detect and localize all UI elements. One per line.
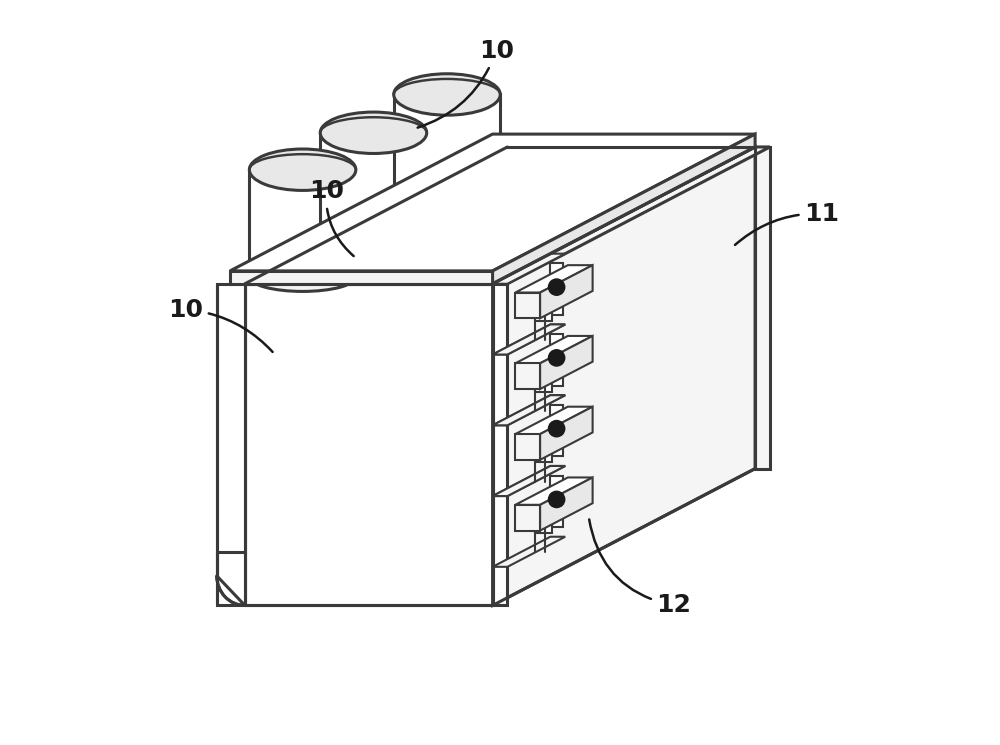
Ellipse shape <box>249 262 356 291</box>
Polygon shape <box>493 395 565 425</box>
Polygon shape <box>515 293 540 318</box>
Polygon shape <box>493 536 565 567</box>
Polygon shape <box>535 378 552 392</box>
Polygon shape <box>755 147 770 469</box>
Polygon shape <box>493 134 755 284</box>
Text: 11: 11 <box>735 201 839 245</box>
Polygon shape <box>394 95 500 202</box>
Polygon shape <box>230 134 755 271</box>
Polygon shape <box>493 395 565 425</box>
Polygon shape <box>550 475 563 527</box>
Polygon shape <box>540 407 593 460</box>
Polygon shape <box>540 478 593 530</box>
Text: 10: 10 <box>168 298 273 352</box>
Polygon shape <box>493 253 565 284</box>
Polygon shape <box>540 336 593 389</box>
Ellipse shape <box>320 112 427 153</box>
Polygon shape <box>493 147 755 606</box>
Circle shape <box>548 491 565 507</box>
Polygon shape <box>535 520 552 533</box>
Polygon shape <box>493 284 507 606</box>
Polygon shape <box>550 263 563 315</box>
Ellipse shape <box>320 226 427 255</box>
Polygon shape <box>245 147 755 284</box>
Text: 12: 12 <box>589 519 691 618</box>
Text: 10: 10 <box>309 180 354 256</box>
Polygon shape <box>245 284 493 606</box>
Polygon shape <box>515 407 593 434</box>
Circle shape <box>548 349 565 366</box>
Polygon shape <box>249 170 356 277</box>
Polygon shape <box>535 449 552 463</box>
Polygon shape <box>550 334 563 386</box>
Circle shape <box>548 279 565 295</box>
Polygon shape <box>493 147 770 284</box>
Ellipse shape <box>394 74 500 115</box>
Polygon shape <box>535 308 552 321</box>
Polygon shape <box>515 505 540 530</box>
Polygon shape <box>217 284 245 606</box>
Text: 10: 10 <box>418 39 514 127</box>
Polygon shape <box>515 434 540 460</box>
Polygon shape <box>493 466 565 496</box>
Polygon shape <box>540 265 593 318</box>
Polygon shape <box>550 405 563 457</box>
Polygon shape <box>515 478 593 505</box>
Polygon shape <box>493 466 565 496</box>
Polygon shape <box>493 324 565 355</box>
Polygon shape <box>320 133 427 240</box>
Polygon shape <box>230 271 493 284</box>
Ellipse shape <box>249 149 356 191</box>
Polygon shape <box>515 364 540 389</box>
Polygon shape <box>515 265 593 293</box>
Circle shape <box>548 420 565 437</box>
Polygon shape <box>515 336 593 364</box>
Ellipse shape <box>394 187 500 216</box>
Polygon shape <box>493 324 565 355</box>
